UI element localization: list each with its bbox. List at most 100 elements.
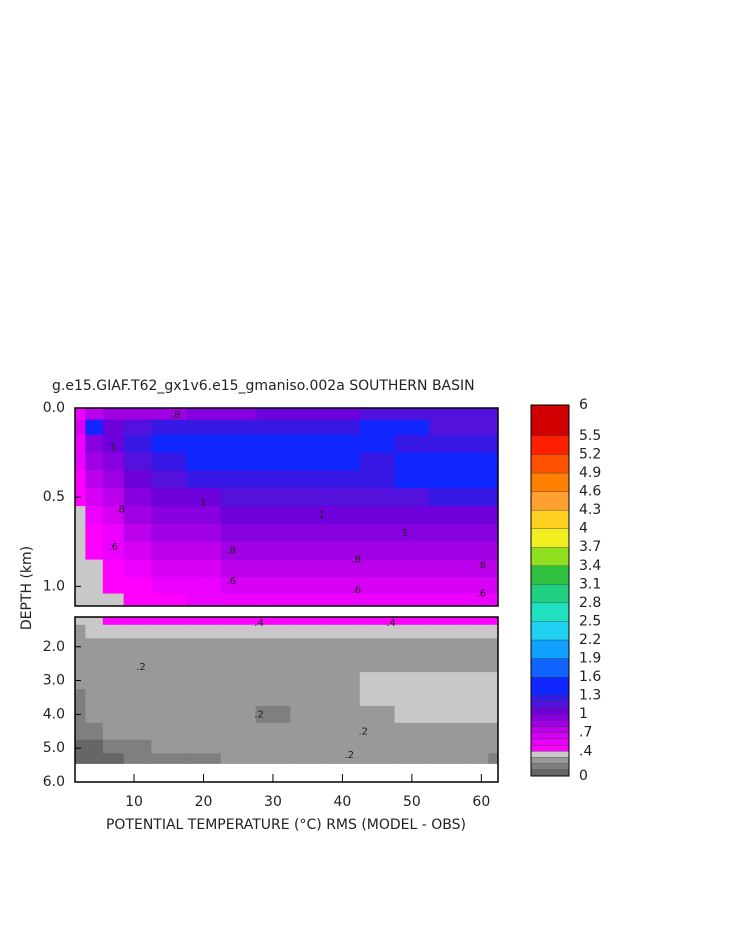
contour-cell (186, 705, 222, 724)
colorbar-tick-label: 3.4 (579, 558, 601, 574)
contour-cell (151, 577, 187, 595)
colorbar-tick-label: 3.7 (579, 539, 601, 555)
contour-cell (255, 506, 291, 525)
contour-cell (394, 452, 430, 471)
contour-cell (102, 739, 125, 754)
contour-cell (102, 617, 125, 626)
contour-cell (429, 593, 465, 607)
contour-cell (325, 408, 361, 421)
contour-cell (75, 541, 86, 561)
panel-frame (74, 616, 499, 783)
colorbar-band (530, 732, 570, 740)
colorbar-tick-label: 1.3 (579, 688, 601, 704)
colorbar-band (530, 726, 570, 733)
contour-cell (102, 419, 125, 436)
contour-cell (255, 419, 291, 436)
contour-cell (290, 705, 326, 724)
contour-cell (255, 739, 291, 754)
contour-cell (186, 722, 222, 741)
contour-cell (394, 419, 430, 436)
colorbar-band (530, 757, 570, 764)
contour-cell (220, 705, 257, 724)
contour-cell (359, 753, 396, 764)
colorbar-band (530, 658, 570, 678)
contour-cell (463, 408, 489, 421)
contour-cell (488, 739, 499, 754)
contour-cell (488, 506, 499, 525)
colorbar-tick-label: 5.2 (579, 446, 601, 462)
contour-cell (463, 722, 489, 741)
contour-cell (255, 577, 291, 595)
x-tick-label: 20 (195, 794, 213, 810)
contour-cell (359, 655, 396, 673)
contour-cell (102, 434, 125, 454)
contour-cell (463, 577, 489, 595)
colorbar-band (530, 720, 570, 727)
contour-label: .6 (477, 589, 487, 600)
contour-cell (151, 506, 187, 525)
contour-cell (394, 408, 430, 421)
contour-cell (123, 739, 152, 754)
contour-cell (394, 753, 430, 764)
contour-label: .2 (345, 750, 355, 761)
contour-cell (359, 541, 396, 561)
contour-label: .4 (254, 618, 264, 629)
colorbar-band (530, 472, 570, 492)
contour-label: .2 (254, 709, 264, 720)
contour-cell (488, 624, 499, 639)
contour-cell (255, 559, 291, 578)
contour-cell (394, 506, 430, 525)
contour-cell (359, 722, 396, 741)
colorbar-tick-label: 3.1 (579, 576, 601, 592)
contour-cell (290, 672, 326, 690)
contour-cell (325, 624, 361, 639)
contour-cell (429, 617, 465, 626)
contour-cell (255, 705, 291, 724)
contour-cell (220, 593, 257, 607)
contour-cell (394, 488, 430, 507)
contour-cell (85, 452, 104, 471)
colorbar-band (530, 509, 570, 529)
contour-cell (102, 593, 125, 607)
contour-cell (463, 541, 489, 561)
contour-cell (186, 452, 222, 471)
contour-cell (85, 705, 104, 724)
contour-cell (290, 523, 326, 543)
contour-cell (255, 470, 291, 489)
contour-cell (186, 617, 222, 626)
contour-cell (85, 470, 104, 489)
contour-cell (186, 506, 222, 525)
contour-cell (394, 617, 430, 626)
contour-cell (151, 739, 187, 754)
contour-cell (290, 488, 326, 507)
contour-cell (290, 434, 326, 454)
contour-cell (85, 419, 104, 436)
colorbar-tick-label: 2.2 (579, 632, 601, 648)
contour-cell (151, 689, 187, 707)
contour-cell (75, 739, 86, 754)
contour-cell (290, 408, 326, 421)
colorbar-tick-label: 2.5 (579, 613, 601, 629)
contour-cell (102, 722, 125, 741)
contour-cell (186, 624, 222, 639)
contour-cell (220, 434, 257, 454)
y-tick-label: 4.0 (43, 706, 65, 722)
contour-cell (220, 559, 257, 578)
contour-cell (186, 419, 222, 436)
contour-cell (359, 705, 396, 724)
colorbar-band (530, 584, 570, 604)
contour-cell (463, 593, 489, 607)
contour-cell (123, 434, 152, 454)
contour-cell (359, 559, 396, 578)
colorbar-tick-label: 2.8 (579, 595, 601, 611)
contour-cell (220, 523, 257, 543)
contour-cell (488, 523, 499, 543)
contour-cell (220, 488, 257, 507)
contour-cell (290, 655, 326, 673)
contour-cell (102, 559, 125, 578)
colorbar-tick-label: 5.5 (579, 428, 601, 444)
contour-cell (359, 506, 396, 525)
contour-cell (255, 408, 291, 421)
contour-cell (325, 419, 361, 436)
contour-cell (394, 434, 430, 454)
